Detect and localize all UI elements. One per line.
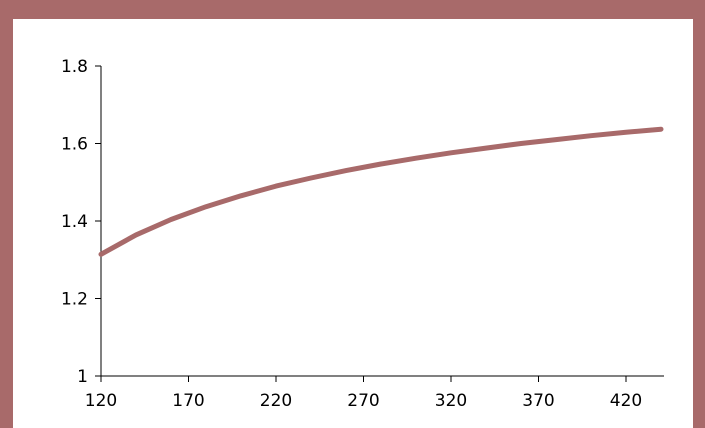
x-tick-label: 270 [347,391,379,411]
y-tick-label: 1 [77,367,88,387]
axes [100,66,664,377]
series-layer [98,126,664,257]
x-tick-label: 320 [435,391,467,411]
x-tick-label: 170 [172,391,204,411]
plot-area [13,19,693,428]
x-tick-label: 220 [260,391,292,411]
y-tick-label: 1.6 [61,135,88,155]
x-tick-label: 120 [85,391,117,411]
y-axis-ticks: 1 1.2 1.4 1.6 1.8 [61,57,101,387]
y-tick-label: 1.4 [61,212,88,232]
y-tick-label: 1.8 [61,57,88,77]
series-line [98,126,664,257]
x-tick-label: 370 [522,391,554,411]
x-axis-ticks: 120 170 220 270 320 370 420 [85,376,642,411]
y-tick-label: 1.2 [61,290,88,310]
x-tick-label: 420 [610,391,642,411]
